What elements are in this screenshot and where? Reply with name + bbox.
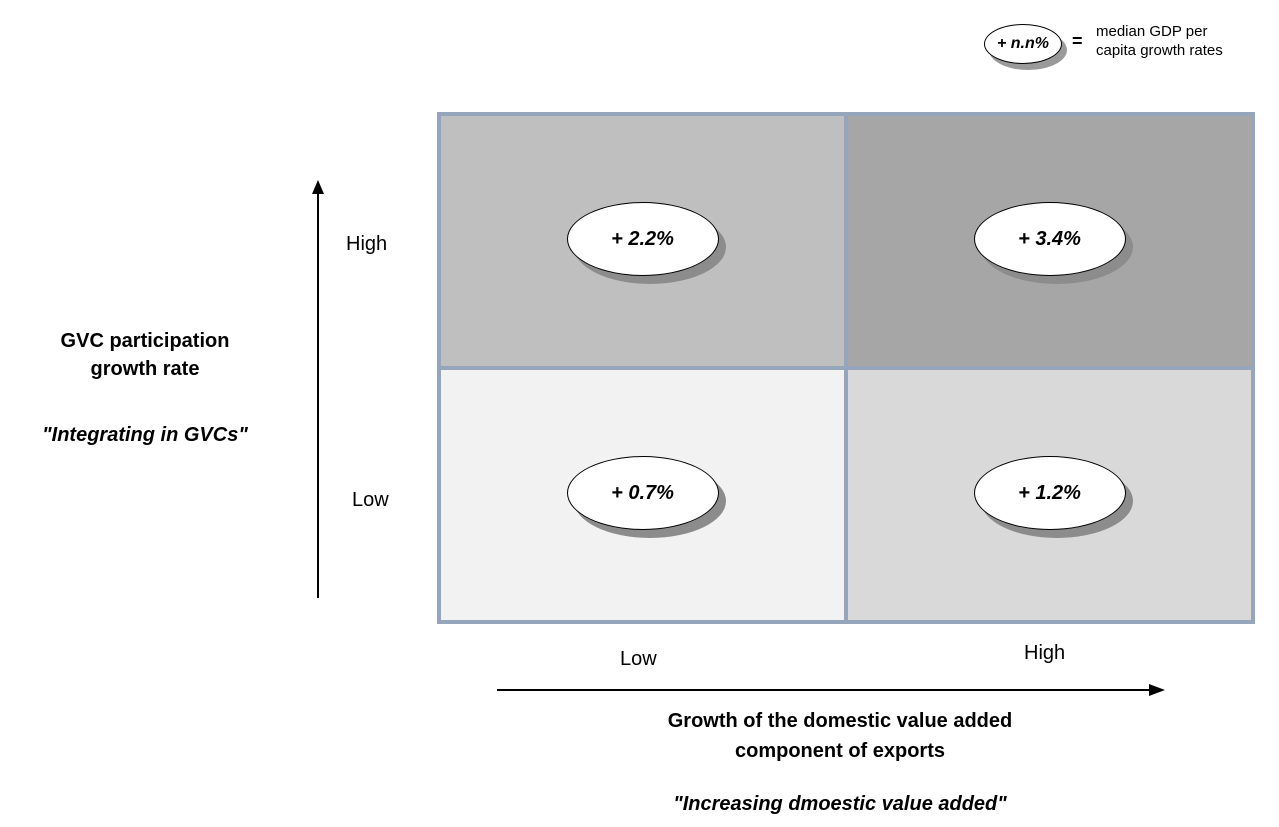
cell-value: + 1.2% (1018, 481, 1081, 504)
legend-sample-oval: + n.n% (984, 24, 1062, 64)
legend-description-line1: median GDP per (1096, 23, 1208, 40)
cell-value: + 2.2% (611, 227, 674, 250)
y-axis-title: GVC participation growth rate (0, 327, 290, 383)
cell-high-gvc-high-dva: + 3.4% (848, 116, 1251, 366)
y-tick-high: High (346, 233, 388, 255)
legend-equals-sign: = (1072, 31, 1083, 51)
cell-high-gvc-low-dva: + 2.2% (441, 116, 844, 366)
y-axis-title-line2: growth rate (90, 358, 200, 380)
x-axis-title-line1: Growth of the domestic value added (667, 710, 1013, 732)
cell-value-oval: + 2.2% (566, 202, 719, 276)
cell-value-oval: + 3.4% (973, 202, 1126, 276)
y-tick-low: Low (352, 489, 389, 511)
x-axis-quote: "Increasing dmoestic value added" (673, 793, 1007, 815)
x-tick-high: High (1024, 642, 1066, 664)
cell-value: + 0.7% (611, 481, 674, 504)
legend-description-line2: capita growth rates (1096, 42, 1223, 59)
cell-value: + 3.4% (1018, 227, 1081, 250)
x-axis-title-line2: component of exports (734, 740, 945, 762)
cell-low-gvc-low-dva: + 0.7% (441, 370, 844, 620)
cell-value-oval: + 1.2% (973, 456, 1126, 530)
legend-description: median GDP per capita growth rates (1096, 22, 1276, 60)
y-axis-title-line1: GVC participation (60, 330, 230, 352)
quadrant-matrix: + 2.2% + 3.4% + 0.7% + 1.2% (437, 112, 1255, 624)
y-axis-arrow (312, 180, 324, 598)
cell-low-gvc-high-dva: + 1.2% (848, 370, 1251, 620)
x-axis-arrow (497, 684, 1165, 696)
x-axis-title: Growth of the domestic value added compo… (590, 706, 1090, 766)
y-axis-quote: "Integrating in GVCs" (42, 424, 248, 446)
cell-value-oval: + 0.7% (566, 456, 719, 530)
legend-sample-label: + n.n% (996, 35, 1049, 52)
x-tick-low: Low (620, 648, 657, 670)
